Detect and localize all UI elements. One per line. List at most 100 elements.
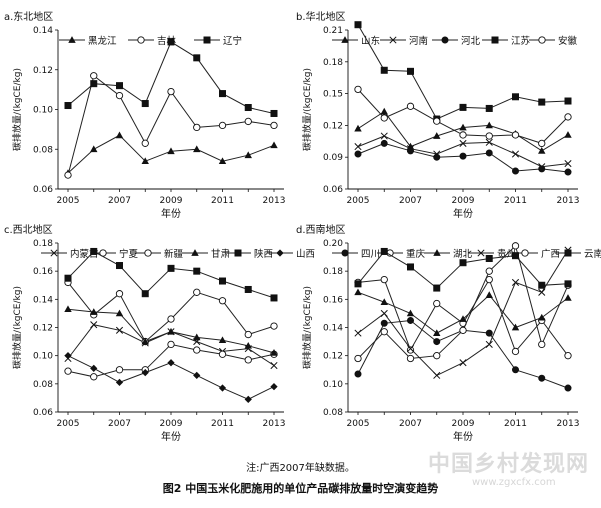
data-point bbox=[433, 153, 441, 161]
data-point bbox=[406, 346, 415, 354]
data-point bbox=[167, 147, 175, 155]
y-tick-label: 0.09 bbox=[323, 153, 343, 163]
data-point bbox=[141, 368, 149, 377]
data-point bbox=[380, 298, 388, 306]
data-point bbox=[406, 147, 414, 155]
x-tick-label: 2009 bbox=[452, 196, 475, 206]
data-point bbox=[270, 361, 278, 370]
data-point bbox=[564, 384, 572, 392]
data-point bbox=[354, 124, 362, 132]
data-point bbox=[538, 98, 546, 106]
series-line bbox=[357, 135, 569, 168]
legend-marker bbox=[50, 249, 58, 257]
y-tick-label: 0.18 bbox=[323, 267, 343, 277]
data-point bbox=[459, 131, 467, 139]
data-point bbox=[538, 139, 546, 148]
legend-marker bbox=[521, 249, 529, 257]
data-point bbox=[167, 87, 175, 96]
x-axis-label: 年份 bbox=[453, 430, 473, 443]
data-point bbox=[354, 143, 362, 151]
data-point bbox=[90, 373, 98, 381]
data-point bbox=[485, 267, 493, 275]
data-point bbox=[459, 259, 467, 267]
data-point bbox=[193, 288, 201, 296]
panel-title: c.西北地区 bbox=[4, 223, 53, 236]
x-tick-label: 2007 bbox=[108, 196, 131, 206]
x-tick-label: 2005 bbox=[57, 196, 80, 206]
y-tick-label: 0.12 bbox=[33, 66, 53, 76]
watermark-logo: 中国乡村发现网 bbox=[428, 452, 590, 477]
legend-marker bbox=[341, 36, 349, 43]
legend-marker bbox=[341, 249, 349, 257]
data-point bbox=[354, 150, 362, 158]
data-point bbox=[564, 131, 572, 138]
data-point bbox=[511, 347, 520, 356]
data-point bbox=[564, 168, 572, 176]
data-point bbox=[90, 72, 98, 80]
legend-marker bbox=[276, 249, 284, 257]
x-tick-label: 2013 bbox=[557, 419, 580, 429]
y-tick-label: 0.14 bbox=[33, 26, 53, 36]
data-point bbox=[538, 374, 546, 382]
legend-marker bbox=[68, 36, 76, 43]
data-point bbox=[564, 113, 572, 121]
data-point bbox=[64, 274, 72, 282]
chart-panel-3: c.西北地区 0.06 0.08 0.10 0.12 0.14 0.16 0.18 2005 20… bbox=[4, 223, 315, 443]
data-point bbox=[167, 359, 175, 367]
legend-marker bbox=[491, 36, 499, 44]
data-point bbox=[485, 291, 493, 298]
data-point bbox=[564, 294, 572, 301]
data-point bbox=[380, 328, 388, 336]
data-point bbox=[218, 121, 227, 130]
data-point bbox=[380, 107, 388, 115]
legend-label: 新疆 bbox=[164, 248, 184, 260]
data-point bbox=[167, 38, 175, 46]
data-point bbox=[193, 346, 201, 354]
x-tick-label: 2007 bbox=[108, 419, 131, 429]
y-tick-label: 0.06 bbox=[323, 185, 343, 195]
panel-title: b.华北地区 bbox=[296, 10, 346, 23]
data-point bbox=[511, 131, 520, 139]
data-point bbox=[116, 82, 124, 90]
data-point bbox=[90, 321, 98, 329]
y-tick-label: 0.21 bbox=[323, 26, 343, 36]
data-point bbox=[115, 366, 124, 374]
series-line bbox=[67, 134, 275, 174]
data-point bbox=[380, 309, 388, 317]
x-axis-label: 年份 bbox=[161, 430, 181, 443]
data-point bbox=[433, 352, 441, 360]
x-tick-label: 2009 bbox=[452, 419, 475, 429]
y-tick-label: 0.16 bbox=[33, 267, 53, 277]
data-point bbox=[538, 288, 546, 296]
data-point bbox=[90, 308, 98, 315]
data-point bbox=[485, 254, 493, 262]
data-point bbox=[270, 383, 278, 391]
legend-label: 安徽 bbox=[558, 35, 578, 47]
data-point bbox=[270, 349, 278, 356]
data-point bbox=[244, 117, 252, 126]
y-tick-label: 0.10 bbox=[323, 380, 343, 390]
y-axis-label: 碳排放量/(kgCE/kg) bbox=[11, 286, 23, 369]
figure-caption: 图2 中国玉米化肥施用的单位产品碳排放量时空演变趋势 bbox=[162, 482, 439, 495]
y-tick-label: 0.08 bbox=[323, 408, 343, 418]
data-point bbox=[270, 322, 278, 330]
data-point bbox=[90, 247, 98, 255]
legend-marker bbox=[538, 36, 546, 44]
data-point bbox=[354, 280, 362, 288]
legend-marker bbox=[477, 249, 485, 257]
data-point bbox=[406, 263, 414, 271]
data-point bbox=[141, 100, 149, 108]
data-point bbox=[459, 139, 467, 147]
data-point bbox=[218, 384, 227, 392]
data-point bbox=[218, 336, 227, 344]
data-point bbox=[511, 278, 520, 286]
y-axis-label: 碳排放量/(kgCE/kg) bbox=[11, 68, 23, 151]
data-point bbox=[115, 309, 124, 317]
x-axis-label: 年份 bbox=[161, 207, 181, 220]
data-point bbox=[485, 132, 493, 140]
data-point bbox=[538, 165, 546, 173]
data-point bbox=[270, 121, 278, 130]
data-point bbox=[511, 242, 520, 250]
data-point bbox=[115, 290, 124, 298]
data-point bbox=[270, 109, 278, 117]
